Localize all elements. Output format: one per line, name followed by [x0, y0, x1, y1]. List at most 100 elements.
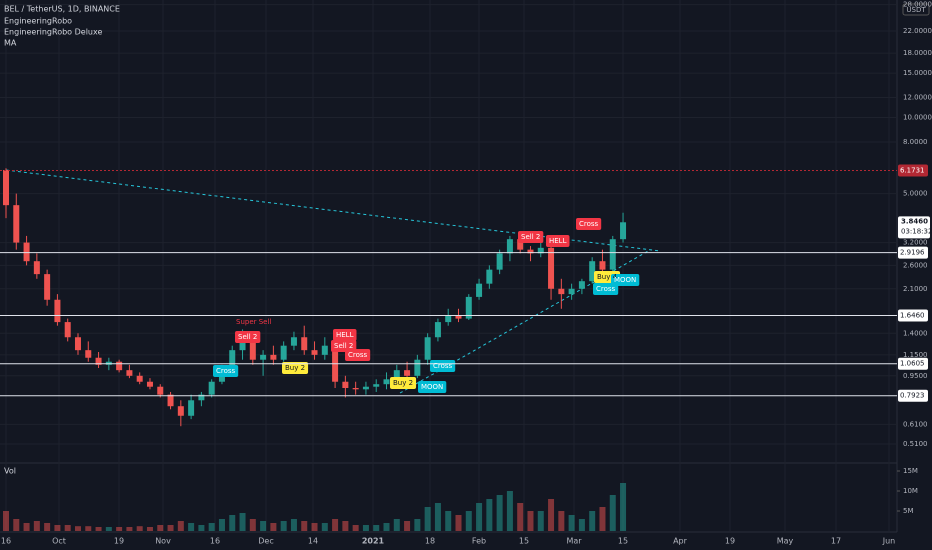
candle-body — [445, 315, 452, 323]
annotation: MOON — [614, 276, 636, 284]
volume-bar — [218, 519, 225, 531]
volume-bar — [198, 525, 205, 531]
x-tick-label: Apr — [673, 537, 688, 546]
volume-bar — [352, 525, 359, 531]
volume-bar — [249, 519, 256, 531]
candle-body — [455, 315, 462, 319]
volume-bar — [527, 511, 534, 531]
annotation-box — [213, 365, 239, 377]
x-tick-label: Oct — [52, 537, 66, 546]
y-tick-label: 0.9500 — [903, 372, 928, 380]
y-tick-label: 0.5100 — [903, 440, 928, 448]
volume-bar — [260, 521, 267, 531]
volume-bar — [517, 503, 524, 531]
x-tick-label: 15 — [618, 537, 628, 546]
candle-body — [126, 370, 133, 376]
indicator: EngineeringRobo — [4, 17, 72, 26]
annotation-box — [546, 235, 570, 247]
annotation-box — [611, 274, 640, 286]
volume-bar — [280, 521, 287, 531]
candle-body — [157, 386, 164, 395]
volume-bar — [157, 525, 164, 531]
annotation: Cross — [433, 362, 453, 370]
x-tick-label: Nov — [155, 537, 171, 546]
grid — [0, 0, 897, 532]
volume-bar — [620, 483, 627, 531]
candle-body — [424, 337, 431, 360]
annotation-box — [333, 329, 357, 341]
candle-body — [23, 242, 30, 262]
volume-tick-label: 10M — [903, 487, 918, 495]
candle-body — [620, 222, 627, 240]
x-tick-label: 2021 — [362, 537, 385, 546]
volume-bar — [599, 507, 606, 531]
volume-bar — [270, 523, 277, 531]
annotation-box — [518, 231, 544, 243]
level-label: 6.1731 — [900, 166, 925, 174]
indicator: MA — [4, 39, 17, 48]
candle-body — [568, 288, 575, 295]
volume-bar — [465, 511, 472, 531]
volume-bar — [506, 491, 513, 531]
volume-bar — [548, 499, 555, 531]
volume-bar — [445, 511, 452, 531]
candle-body — [239, 337, 246, 351]
annotation-box — [235, 331, 261, 343]
volume-bar — [208, 523, 215, 531]
volume-bar — [95, 527, 102, 531]
annotation-box — [418, 381, 447, 393]
x-tick-label: Feb — [472, 537, 486, 546]
volume-bar — [558, 511, 565, 531]
annotation: Sell 2 — [334, 342, 353, 350]
x-tick-label: Jun — [882, 537, 896, 546]
volume-bar — [188, 523, 195, 531]
last-price-tag — [898, 216, 930, 239]
y-tick-label: 0.6100 — [903, 420, 928, 428]
y-tick-label: 18.0000 — [903, 49, 932, 57]
x-tick-label: 16 — [210, 537, 220, 546]
volume-bar — [239, 513, 246, 531]
candle-body — [136, 375, 143, 382]
candle-body — [527, 249, 534, 254]
volume-bar — [434, 503, 441, 531]
annotation: Cross — [579, 220, 599, 228]
volume-tick-label: 5M — [903, 507, 914, 515]
annotation-box — [390, 377, 417, 389]
volume-bar — [404, 521, 411, 531]
annotation: Cross — [348, 351, 368, 359]
volume-bar — [342, 521, 349, 531]
annotation: Buy 2 — [285, 364, 305, 372]
candle-body — [609, 239, 616, 270]
x-tick-label: 14 — [308, 537, 318, 546]
candle-body — [146, 381, 153, 387]
candle-body — [321, 345, 328, 355]
level-label: 1.0605 — [900, 360, 925, 368]
candle-body — [496, 253, 503, 270]
x-tick-label: 16 — [1, 537, 11, 546]
volume-bar — [496, 495, 503, 531]
candle-body — [517, 239, 524, 250]
level-tag — [898, 164, 928, 177]
candle-body — [548, 247, 555, 289]
volume-bar — [332, 519, 339, 531]
volume-label: Vol — [4, 467, 16, 476]
y-tick-label: 2.1000 — [903, 285, 928, 293]
candle-body — [3, 170, 9, 206]
annotation: HELL — [549, 237, 567, 245]
candle-body — [599, 261, 606, 270]
candle-body — [249, 337, 256, 360]
candle-body — [85, 350, 92, 358]
y-tick-label: 15.0000 — [903, 69, 932, 77]
volume-bar — [321, 523, 328, 531]
annotation: Buy 2 — [393, 379, 413, 387]
level-tag — [898, 309, 928, 322]
candle-body — [537, 247, 544, 254]
candle-body — [95, 357, 102, 365]
candle-body — [342, 381, 349, 389]
volume-bar — [537, 511, 544, 531]
volume-bar — [136, 526, 143, 531]
volume-bar — [609, 495, 616, 531]
volume-bar — [74, 526, 81, 531]
candle-body — [270, 354, 277, 360]
y-tick-label: 5.0000 — [903, 190, 928, 198]
